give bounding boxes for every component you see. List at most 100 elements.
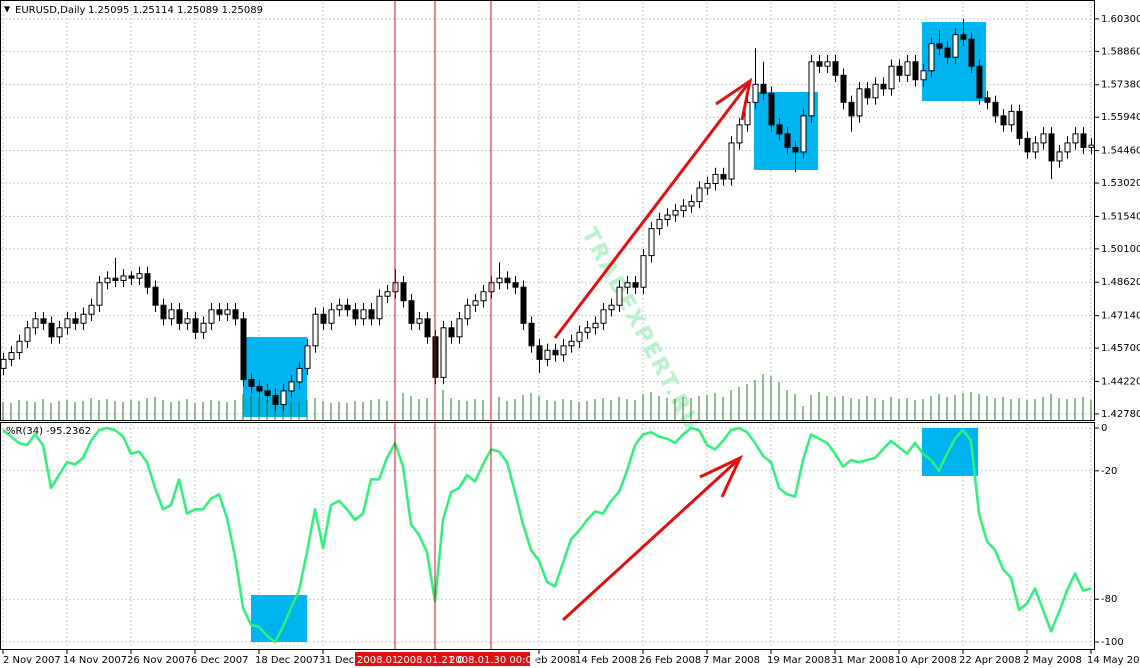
candle-body [896,65,903,76]
candle-body [216,309,223,315]
volume-bar [58,401,60,420]
candle-body [312,313,319,347]
frame [0,0,1095,650]
candle-body [376,295,383,320]
candle-body [88,304,95,315]
event-label: 2008.01.30 00:00 [449,655,538,666]
volume-bar [994,398,996,420]
arrow-head [715,77,753,121]
volume-bar [626,399,628,420]
volume-bar [970,392,972,420]
x-tick-label: 7 Mar 2008 [703,655,760,666]
volume-bar [370,400,372,420]
candle-body [552,349,559,356]
volume-bar [914,400,916,420]
candle-body [528,322,535,347]
volume-bar [50,403,52,420]
volume-bar [378,399,380,420]
candle-body [480,291,487,302]
y-tick-label: 1.44220 [1101,376,1140,387]
volume-bar [458,400,460,420]
x-tick-label: 22 Apr 2008 [959,655,1021,666]
y-tick-label: -100 [1101,637,1124,648]
candle-body [1064,142,1071,153]
candle-body [144,273,151,288]
candle-body [888,65,895,90]
candle-body [256,385,263,392]
y-tick-label: 1.47140 [1101,311,1140,322]
candle-body [448,327,455,338]
x-tick-label: 19 Mar 2008 [767,655,830,666]
candle-body [320,313,327,324]
volume-bar [802,406,804,420]
candle-body [544,349,551,360]
x-tick-label: 18 Dec 2007 [255,655,319,666]
volume-bar [706,395,708,420]
y-tick-label: 1.55940 [1101,112,1140,123]
volume-bar [690,398,692,420]
candle-body [192,318,199,333]
volume-bar [882,400,884,420]
candle-body [848,101,855,117]
candle-body [520,286,527,324]
grid [1,2,1095,648]
volume-bar [1090,400,1092,420]
candle-body [1032,142,1039,153]
volume-bar [234,400,236,420]
candle-body [592,322,599,329]
volume-bar [810,395,812,420]
volume-bar [266,400,268,420]
candle-body [304,345,311,369]
volume-bar [498,397,500,420]
candle-body [80,313,87,324]
candle-body [296,367,303,383]
volume-bar [18,400,20,420]
candle-body [968,38,975,67]
chart-title: EURUSD,Daily [15,5,86,16]
candle-body [776,124,783,135]
candle-body [208,309,215,324]
volume-bar [642,394,644,420]
volume-bar [154,397,156,420]
volume-bar [186,399,188,420]
x-tick-label: 26 Nov 2007 [127,655,191,666]
indicator-title: %R(34) -95.2362 [6,426,91,437]
candle-body [264,390,271,396]
candle-body [408,300,415,324]
volume-bar [250,396,252,420]
event-lines [394,0,492,650]
volume-bar [818,392,820,420]
volume-bar [546,400,548,420]
candle-body [0,358,7,369]
candle-body [32,318,39,329]
volume-bar [650,392,652,420]
candle-body [56,327,63,338]
volume-bar [514,399,516,420]
candle-body [464,304,471,320]
candle-body [440,327,447,378]
volume-bar [634,400,636,420]
event-label-box [355,652,530,666]
candle-body [400,282,407,302]
x-tick-label: 14 Feb 2008 [575,655,637,666]
candle-body [96,282,103,306]
arrow-head [699,454,744,498]
candle-body [224,309,231,315]
candle-body [808,61,815,117]
volume-bar [1082,397,1084,420]
candle-body [48,322,55,338]
candle-body [168,309,175,320]
volume-bar [674,399,676,420]
volume-bar [98,400,100,420]
candle-body [880,83,887,90]
candle-body [712,173,719,184]
volume-bar [226,402,228,420]
candle-body [1048,133,1055,162]
volume-bar [482,400,484,420]
volume-bar [850,398,852,420]
volume-bar [298,402,300,420]
candle-body [248,379,255,387]
volume-bar [738,387,740,420]
volume-bar [978,394,980,420]
